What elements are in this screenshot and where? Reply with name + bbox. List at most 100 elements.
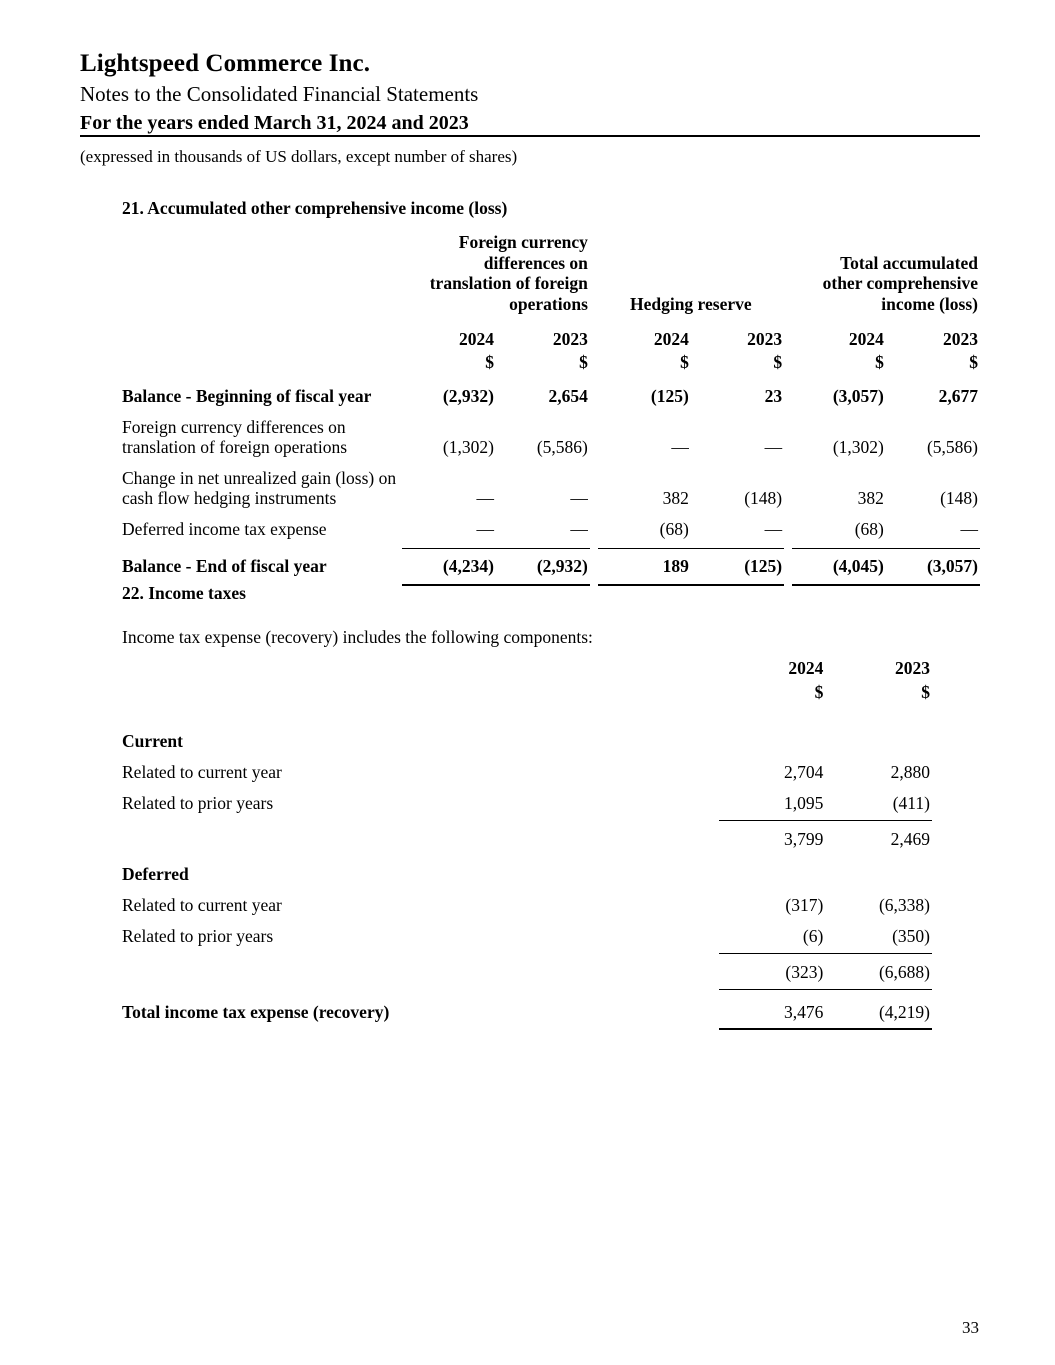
cell-2024: 1,095 (783, 793, 824, 813)
cell-fx-2024: — (476, 488, 494, 509)
tax-header-currency-row: $ $ (122, 679, 932, 703)
spacer-cell (825, 703, 932, 719)
subtotal-rule-row (122, 949, 932, 954)
year-header-hedge-2024: 2024 (653, 328, 689, 349)
cell-fx-2023: (2,932) (536, 556, 588, 577)
empty-cell (825, 852, 932, 887)
tax-header-year-row: 2024 2023 (122, 658, 932, 679)
empty-cell (122, 679, 719, 703)
rule-segment-fx-bottom (402, 580, 590, 587)
gap-cell-2 (784, 232, 792, 321)
rule-segment-pre-total (718, 985, 932, 990)
currency-header-total-2023: $ (969, 351, 978, 372)
gap-cell (784, 580, 792, 586)
year-header-total-2023: 2023 (943, 328, 978, 349)
gap-cell (590, 549, 598, 580)
empty-cell (825, 719, 932, 754)
rule-segment-current (718, 816, 932, 821)
empty-cell (122, 1025, 719, 1030)
row-label-line2: translation of foreign operations (122, 437, 348, 458)
row-label (122, 821, 719, 852)
cell-fx-2023: — (570, 488, 588, 509)
table-row: Balance - Beginning of fiscal year (2,93… (122, 379, 980, 410)
header-divider (80, 135, 980, 137)
gap-cell (590, 321, 598, 350)
empty-cell (719, 719, 826, 754)
group-label: Deferred (122, 864, 189, 884)
row-label: Related to current year (122, 895, 282, 915)
gap-cell (784, 350, 792, 379)
col-group-fx-line1: Foreign currency (458, 232, 588, 252)
currency-header-total-2024: $ (875, 351, 884, 372)
rule-segment-deferred (718, 949, 932, 954)
col-group-fx-line4: operations (509, 293, 588, 314)
cell-2024: 2,704 (783, 762, 824, 782)
gap-cell (590, 379, 598, 410)
cell-2023: (411) (892, 793, 930, 813)
cell-fx-2024: — (476, 519, 494, 540)
gap-cell (784, 512, 792, 543)
col-group-fx-line3: translation of foreign (429, 273, 588, 294)
rule-segment-total-bottom (791, 580, 980, 587)
table-row-closing-balance: Balance - End of fiscal year (4,234) (2,… (122, 549, 980, 580)
cell-hedge-2023: (125) (744, 556, 783, 577)
cell-total-2023: (148) (940, 488, 978, 509)
currency-header-fx-2024: $ (485, 351, 494, 372)
row-label-line1: Foreign currency differences on (122, 416, 346, 437)
currency-header-hedge-2023: $ (773, 351, 783, 372)
document-header: Lightspeed Commerce Inc. Notes to the Co… (80, 50, 980, 136)
page-number: 33 (962, 1318, 979, 1337)
currency-header-hedge-2024: $ (680, 351, 689, 372)
cell-total-2023: — (960, 519, 979, 540)
cell-total-2023: 2,677 (938, 385, 978, 406)
cell-fx-2024: (4,234) (442, 556, 494, 577)
cell-2024: (317) (785, 895, 824, 915)
table-row: Related to prior years (6) (350) (122, 918, 932, 949)
subtotal-rule-row (122, 816, 932, 821)
gap-cell (784, 379, 792, 410)
subtotal-row-deferred: (323) (6,688) (122, 954, 932, 985)
cell-total-2024: (4,045) (832, 556, 884, 577)
gap-cell (784, 410, 792, 461)
cell-hedge-2023: — (764, 436, 783, 457)
units-note: (expressed in thousands of US dollars, e… (80, 147, 518, 166)
table-row: Foreign currency differences on translat… (122, 410, 980, 461)
rule-segment-hedging-bottom (597, 580, 785, 587)
table-row: Change in net unrealized gain (loss) on … (122, 461, 980, 512)
cell-fx-2024: (1,302) (442, 436, 494, 457)
row-label: Balance - Beginning of fiscal year (122, 385, 372, 406)
gap-cell (590, 580, 598, 586)
row-label: Related to current year (122, 762, 282, 782)
year-header-total-2024: 2024 (848, 328, 884, 349)
cell-fx-2023: (5,586) (536, 436, 588, 457)
table-row: Related to current year 2,704 2,880 (122, 754, 932, 785)
cell-total-2023: (3,057) (926, 556, 978, 577)
table-row: Related to current year (317) (6,338) (122, 887, 932, 918)
gap-cell (590, 512, 598, 543)
col-group-total-line2: other comprehensive (822, 273, 978, 294)
gap-cell (590, 461, 598, 512)
gap-cell (590, 350, 598, 379)
year-header-fx-2023: 2023 (552, 328, 588, 349)
col-group-fx-line2: differences on (483, 252, 588, 273)
cell-total-2024: 382 (857, 488, 884, 509)
document-period: For the years ended March 31, 2024 and 2… (80, 112, 469, 135)
empty-corner (122, 232, 402, 321)
group-heading-deferred: Deferred (122, 852, 932, 887)
cell-fx-2024: (2,932) (442, 385, 494, 406)
cell-2024: 3,799 (783, 829, 824, 849)
rule-segment-total-bottom (718, 1025, 932, 1030)
cell-hedge-2024: 382 (662, 488, 689, 509)
empty-cell (719, 852, 826, 887)
document-subtitle: Notes to the Consolidated Financial Stat… (80, 82, 479, 106)
col-group-total: Total accumulated other comprehensive in… (792, 232, 980, 321)
cell-2023: (350) (892, 926, 930, 946)
table-row: Deferred income tax expense — — (68) — (… (122, 512, 980, 543)
cell-2023: (4,219) (878, 1002, 930, 1022)
pre-total-rule-row (122, 985, 932, 990)
table-header-group-row: Foreign currency differences on translat… (122, 232, 980, 321)
empty-cell (122, 350, 402, 379)
row-label: Balance - End of fiscal year (122, 556, 327, 577)
year-header-2024: 2024 (788, 658, 824, 678)
subtotal-rule-row (122, 543, 980, 550)
